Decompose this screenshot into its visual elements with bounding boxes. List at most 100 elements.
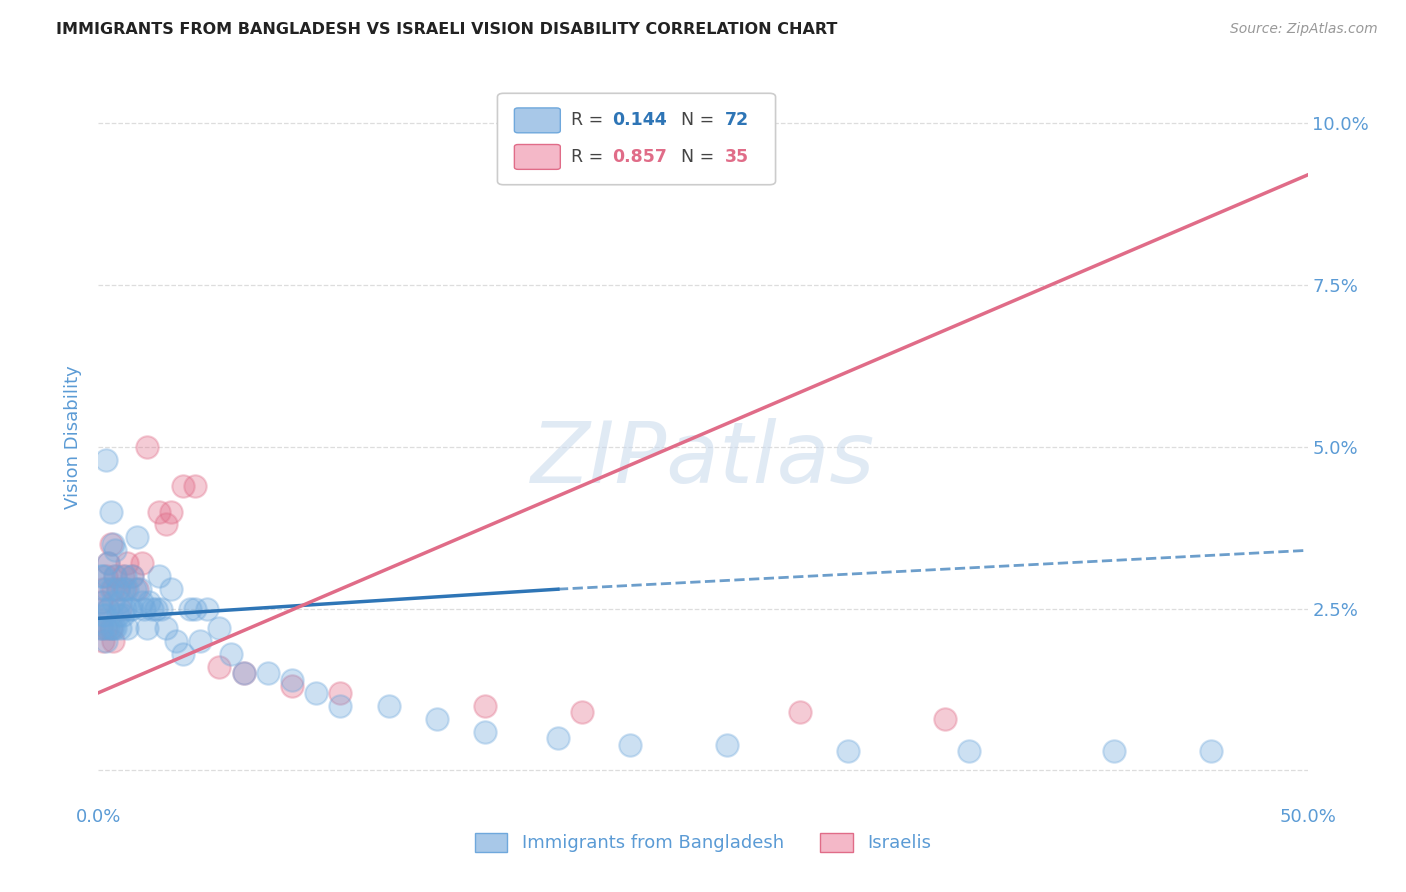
Point <box>121 569 143 583</box>
Point <box>131 595 153 609</box>
Point <box>138 595 160 609</box>
Point <box>101 621 124 635</box>
Point <box>94 621 117 635</box>
Point <box>90 601 112 615</box>
Text: 0.144: 0.144 <box>613 112 666 129</box>
Point <box>256 666 278 681</box>
Point <box>100 621 122 635</box>
Y-axis label: Vision Disability: Vision Disability <box>65 365 83 509</box>
Point <box>114 601 136 615</box>
Point <box>232 666 254 681</box>
Point <box>100 504 122 518</box>
Point <box>172 647 194 661</box>
Point <box>97 601 120 615</box>
Text: N =: N = <box>671 148 720 166</box>
Text: 0.857: 0.857 <box>613 148 668 166</box>
Point <box>571 705 593 719</box>
Point <box>90 621 112 635</box>
Point <box>104 621 127 635</box>
Point <box>101 634 124 648</box>
Point <box>426 712 449 726</box>
Point <box>547 731 569 745</box>
Point <box>91 621 114 635</box>
Point <box>124 582 146 597</box>
Point <box>789 705 811 719</box>
Point <box>107 608 129 623</box>
Point <box>155 517 177 532</box>
Point <box>127 530 149 544</box>
Point <box>145 601 167 615</box>
Point <box>281 679 304 693</box>
Point <box>121 601 143 615</box>
Point <box>957 744 980 758</box>
Point <box>837 744 859 758</box>
Point <box>111 608 134 623</box>
Point <box>474 724 496 739</box>
Point <box>91 608 114 623</box>
Point <box>160 504 183 518</box>
Point <box>108 595 131 609</box>
Point <box>179 601 201 615</box>
Point <box>127 582 149 597</box>
Point <box>619 738 641 752</box>
Point <box>135 440 157 454</box>
Point <box>108 621 131 635</box>
Point <box>97 601 120 615</box>
Point <box>117 557 139 571</box>
Point <box>107 582 129 597</box>
Text: N =: N = <box>671 112 720 129</box>
Point <box>104 569 127 583</box>
Point <box>91 595 114 609</box>
Point <box>90 595 112 609</box>
Point <box>208 621 231 635</box>
Point <box>329 686 352 700</box>
Point <box>148 569 170 583</box>
Point <box>377 698 399 713</box>
Point <box>1199 744 1222 758</box>
Point <box>121 569 143 583</box>
Point <box>114 582 136 597</box>
Point <box>934 712 956 726</box>
Point <box>160 582 183 597</box>
Point <box>148 504 170 518</box>
Text: IMMIGRANTS FROM BANGLADESH VS ISRAELI VISION DISABILITY CORRELATION CHART: IMMIGRANTS FROM BANGLADESH VS ISRAELI VI… <box>56 22 838 37</box>
Point <box>474 698 496 713</box>
Text: 35: 35 <box>724 148 749 166</box>
Point <box>1102 744 1125 758</box>
FancyBboxPatch shape <box>515 145 561 169</box>
Point <box>108 601 131 615</box>
Legend: Immigrants from Bangladesh, Israelis: Immigrants from Bangladesh, Israelis <box>468 826 938 860</box>
Point <box>111 582 134 597</box>
Point <box>94 569 117 583</box>
Point <box>208 660 231 674</box>
Point <box>97 557 120 571</box>
Point <box>155 621 177 635</box>
Point <box>184 478 207 492</box>
Text: R =: R = <box>571 148 609 166</box>
Point <box>104 569 127 583</box>
FancyBboxPatch shape <box>515 108 561 133</box>
Point <box>188 634 211 648</box>
Point <box>97 557 120 571</box>
Point <box>111 569 134 583</box>
Point <box>131 557 153 571</box>
Point <box>107 582 129 597</box>
Point <box>100 582 122 597</box>
Point <box>195 601 218 615</box>
Text: ZIPatlas: ZIPatlas <box>531 417 875 500</box>
Point <box>716 738 738 752</box>
Point <box>141 601 163 615</box>
Point <box>94 634 117 648</box>
Text: 72: 72 <box>724 112 749 129</box>
Point <box>90 569 112 583</box>
Point <box>118 601 141 615</box>
Point <box>101 582 124 597</box>
Point <box>100 537 122 551</box>
Point <box>117 621 139 635</box>
Point <box>184 601 207 615</box>
Point <box>97 621 120 635</box>
Point <box>114 569 136 583</box>
Point <box>172 478 194 492</box>
Point <box>329 698 352 713</box>
Point <box>134 601 156 615</box>
